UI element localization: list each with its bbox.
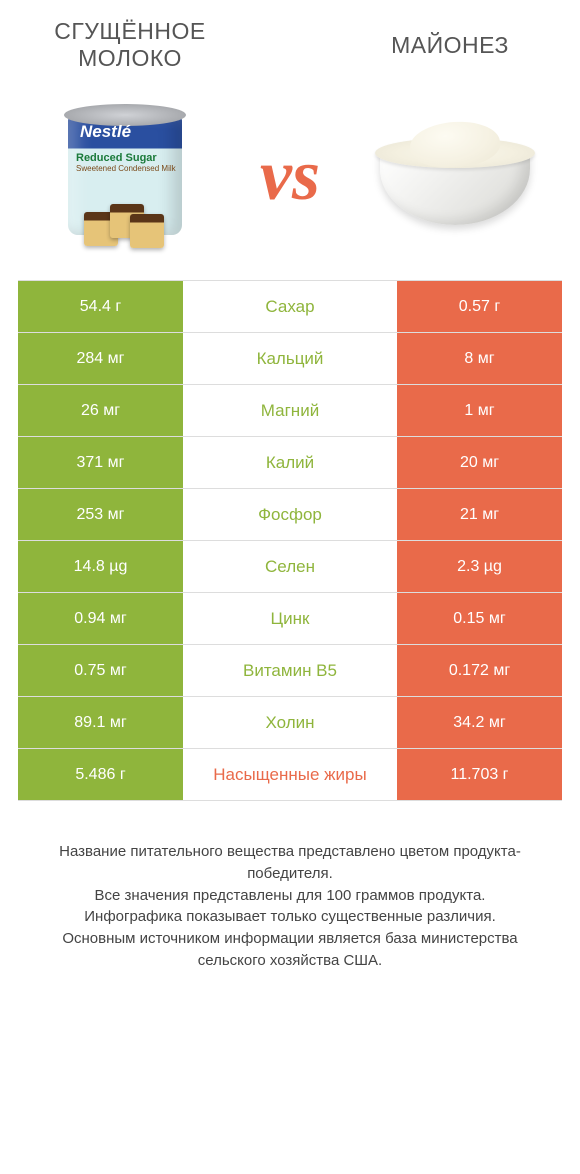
table-row: 89.1 мгХолин34.2 мг [18,697,562,749]
nutrient-label: Калий [183,437,397,488]
left-value-cell: 0.75 мг [18,645,183,696]
right-value-cell: 34.2 мг [397,697,562,748]
left-value-cell: 253 мг [18,489,183,540]
footer-line: Название питательного вещества представл… [30,841,550,885]
nutrient-label: Селен [183,541,397,592]
comparison-table: 54.4 гСахар0.57 г284 мгКальций8 мг26 мгМ… [18,280,562,801]
table-row: 0.75 мгВитамин B50.172 мг [18,645,562,697]
left-value-cell: 0.94 мг [18,593,183,644]
right-value-cell: 2.3 µg [397,541,562,592]
images-row: Nestlé Reduced Sugar Sweetened Condensed… [0,80,580,280]
left-value-cell: 54.4 г [18,281,183,332]
table-row: 14.8 µgСелен2.3 µg [18,541,562,593]
nutrient-label: Сахар [183,281,397,332]
left-product-image: Nestlé Reduced Sugar Sweetened Condensed… [40,90,210,260]
footer-line: Основным источником информации является … [30,928,550,972]
table-row: 371 мгКалий20 мг [18,437,562,489]
nutrient-label: Витамин B5 [183,645,397,696]
can-brand-text: Nestlé [80,122,131,142]
nutrient-label: Магний [183,385,397,436]
right-value-cell: 1 мг [397,385,562,436]
nutrient-label: Холин [183,697,397,748]
footer-line: Инфографика показывает только существенн… [30,906,550,928]
left-value-cell: 26 мг [18,385,183,436]
table-row: 253 мгФосфор21 мг [18,489,562,541]
left-value-cell: 371 мг [18,437,183,488]
nutrient-label: Фосфор [183,489,397,540]
left-product-title: Сгущённое молоко [30,18,230,72]
header: Сгущённое молоко Майонез [0,0,580,80]
right-value-cell: 20 мг [397,437,562,488]
table-row: 54.4 гСахар0.57 г [18,281,562,333]
nutrient-label: Цинк [183,593,397,644]
table-row: 26 мгМагний1 мг [18,385,562,437]
table-row: 5.486 гНасыщенные жиры11.703 г [18,749,562,801]
right-product-title: Майонез [350,32,550,59]
can-line2: Sweetened Condensed Milk [76,164,176,173]
footer-line: Все значения представлены для 100 граммо… [30,885,550,907]
table-row: 0.94 мгЦинк0.15 мг [18,593,562,645]
vs-label: vs [260,134,320,217]
right-value-cell: 0.57 г [397,281,562,332]
left-value-cell: 284 мг [18,333,183,384]
right-value-cell: 8 мг [397,333,562,384]
left-value-cell: 14.8 µg [18,541,183,592]
left-value-cell: 89.1 мг [18,697,183,748]
footer-notes: Название питательного вещества представл… [0,801,580,992]
left-value-cell: 5.486 г [18,749,183,800]
right-value-cell: 11.703 г [397,749,562,800]
right-value-cell: 21 мг [397,489,562,540]
right-product-image [370,90,540,260]
right-value-cell: 0.15 мг [397,593,562,644]
table-row: 284 мгКальций8 мг [18,333,562,385]
nutrient-label: Насыщенные жиры [183,749,397,800]
can-line1: Reduced Sugar [76,152,157,164]
nutrient-label: Кальций [183,333,397,384]
right-value-cell: 0.172 мг [397,645,562,696]
